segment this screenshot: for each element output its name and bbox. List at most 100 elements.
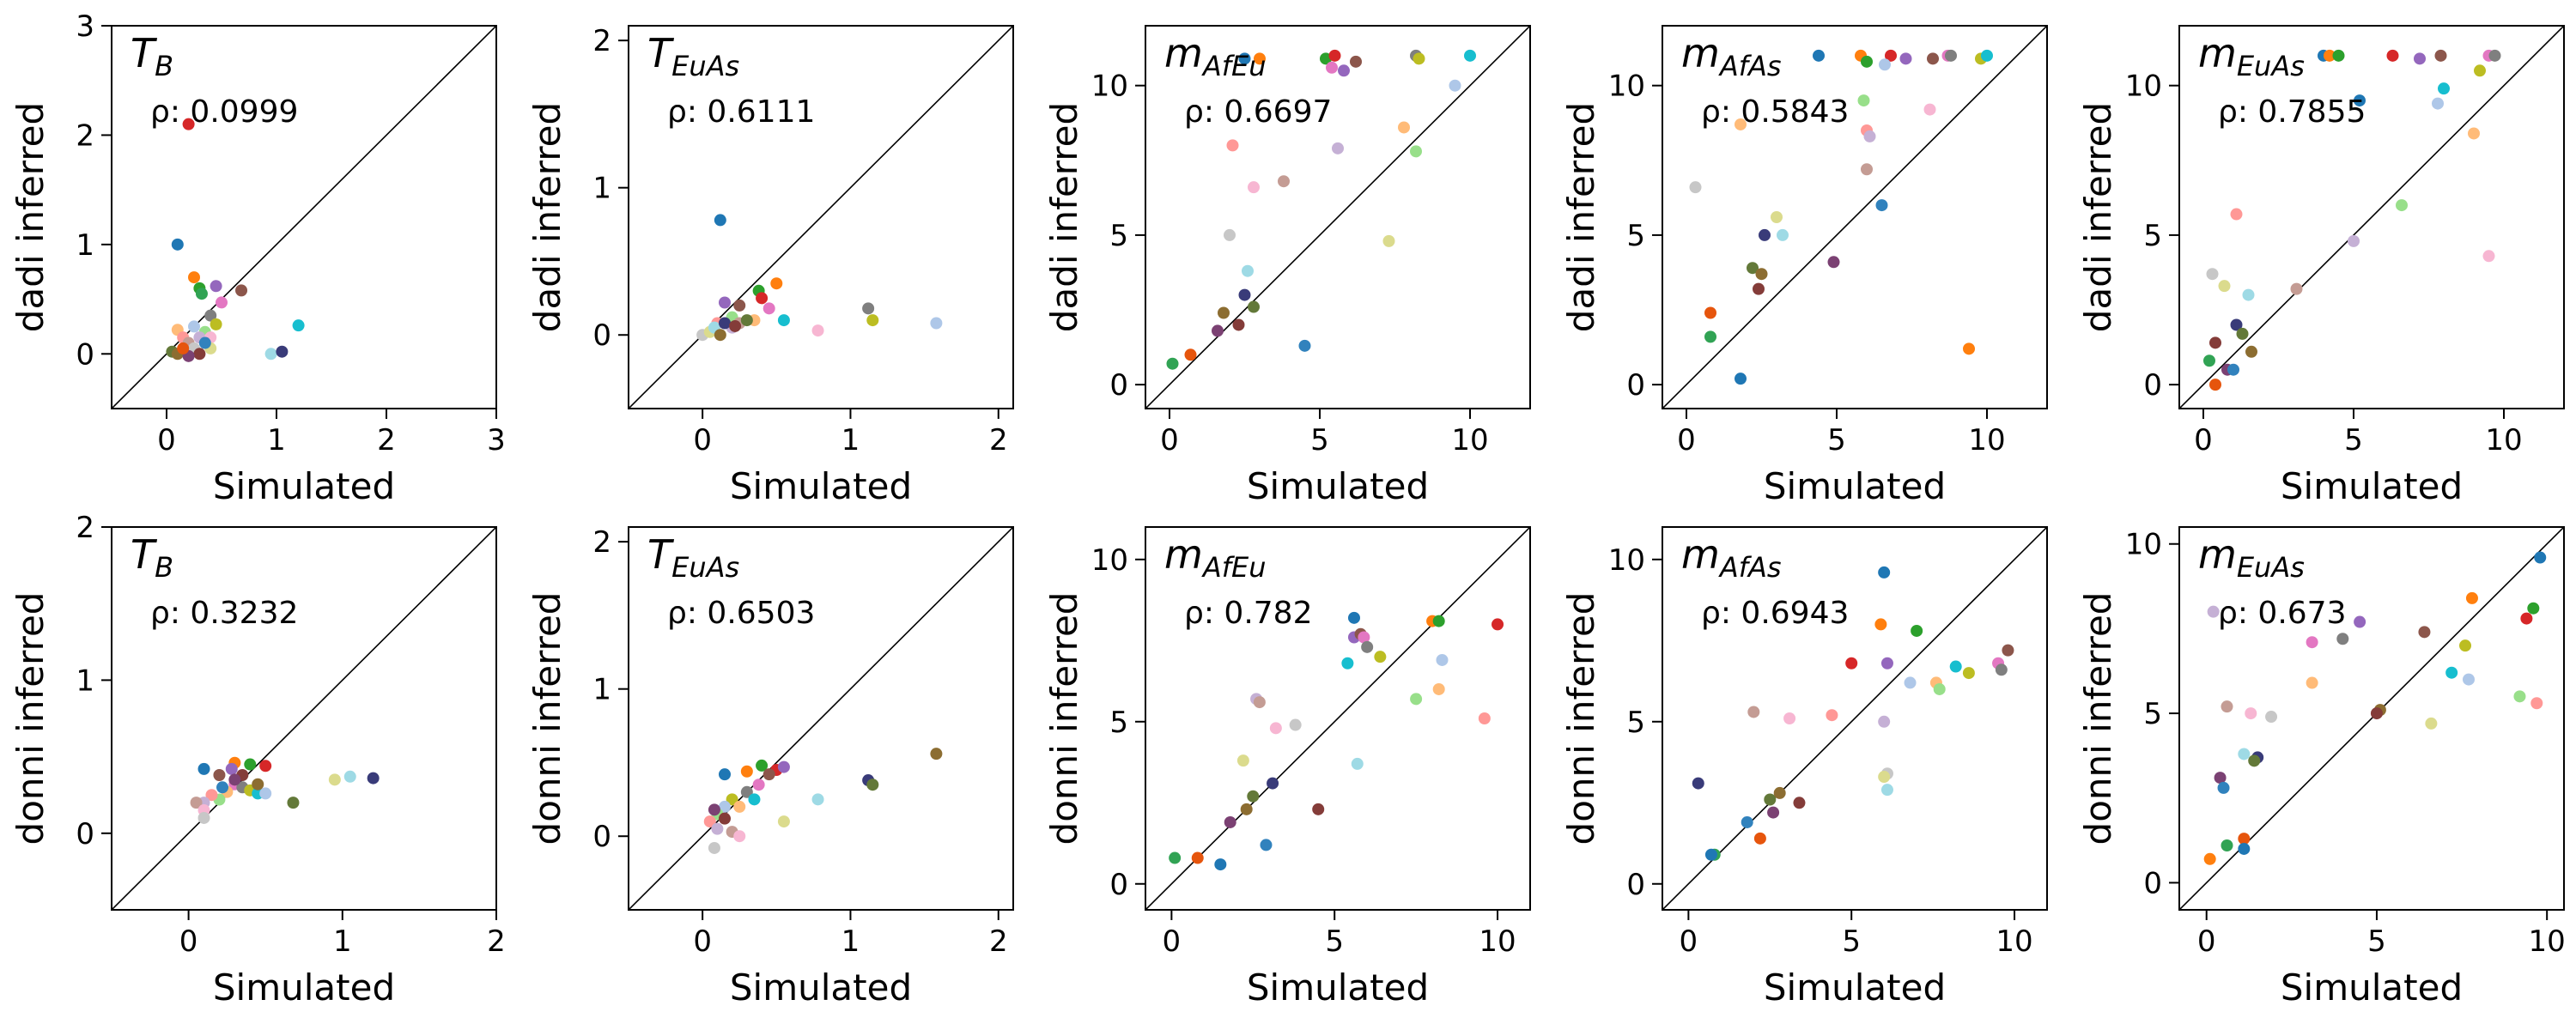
x-axis-label: Simulated xyxy=(1247,465,1429,507)
data-point xyxy=(1413,52,1425,65)
data-point xyxy=(2221,839,2233,852)
x-tick-label: 10 xyxy=(1479,924,1516,959)
y-tick-label: 0 xyxy=(1109,868,1128,902)
y-tick-label: 0 xyxy=(2143,866,2162,900)
data-point xyxy=(1741,815,1753,828)
rho-annotation: ρ: 0.673 xyxy=(2218,596,2346,631)
scatter-panel: 0 5 10 0 5 10 Simulated donni inferred mAfEu ρ: 0… xyxy=(1043,526,1531,1009)
data-point xyxy=(2432,97,2444,110)
data-point xyxy=(1432,682,1445,695)
data-point xyxy=(1232,318,1245,331)
y-axis-label: dadi inferred xyxy=(9,102,52,332)
data-point xyxy=(1478,712,1491,724)
data-point xyxy=(1927,52,1939,65)
data-point xyxy=(2002,644,2014,657)
data-point xyxy=(777,314,790,327)
data-point xyxy=(2306,636,2318,649)
data-point xyxy=(2332,49,2345,62)
data-point xyxy=(2230,318,2243,331)
identity-line xyxy=(1662,26,2047,409)
panel-title: TB xyxy=(131,30,173,82)
data-point xyxy=(1312,803,1325,815)
x-tick-label: 1 xyxy=(267,423,286,457)
data-point xyxy=(197,811,210,824)
x-axis-label: Simulated xyxy=(2281,465,2463,507)
data-point xyxy=(1878,715,1891,728)
data-point xyxy=(1880,784,1893,797)
data-point xyxy=(719,296,731,309)
scatter-panel: 0 1 2 0 1 2 Simulated donni inferred TEuAs ρ: 0.6… xyxy=(526,525,1014,1009)
data-point xyxy=(171,238,184,251)
x-tick-label: 5 xyxy=(1827,423,1846,457)
scatter-panel: 0 5 10 0 5 10 Simulated dadi inferred mAfEu ρ: 0.… xyxy=(1043,25,1531,507)
rho-annotation: ρ: 0.5843 xyxy=(1701,94,1849,130)
data-point xyxy=(1704,306,1716,319)
data-point xyxy=(1753,282,1765,295)
data-point xyxy=(1880,657,1893,670)
data-point xyxy=(259,787,272,800)
scatter-panel: 0 5 10 0 5 10 Simulated dadi inferred mEuAs ρ: 0.… xyxy=(2077,25,2565,507)
identity-line xyxy=(629,26,1013,409)
y-tick-label: 5 xyxy=(1109,219,1128,253)
data-point xyxy=(1492,618,1504,631)
data-point xyxy=(2488,49,2501,62)
x-tick-label: 0 xyxy=(2197,924,2216,959)
data-point xyxy=(748,793,761,806)
x-tick-label: 5 xyxy=(2367,924,2386,959)
data-point xyxy=(1704,848,1717,861)
data-point xyxy=(1963,342,1975,355)
x-tick-label: 0 xyxy=(157,423,176,457)
data-point xyxy=(1242,264,1254,277)
data-point xyxy=(762,302,775,315)
panel-title: mAfEu xyxy=(1164,30,1266,82)
x-tick-label: 5 xyxy=(1325,924,1344,959)
y-tick-label: 0 xyxy=(2143,368,2162,403)
x-tick-label: 3 xyxy=(487,423,506,457)
data-point xyxy=(1863,130,1876,142)
panel-title: mEuAs xyxy=(2198,30,2305,82)
data-point xyxy=(205,789,218,802)
data-point xyxy=(2209,379,2221,391)
y-tick-label: 1 xyxy=(76,228,94,263)
data-point xyxy=(714,214,726,227)
data-point xyxy=(770,277,783,290)
data-point xyxy=(2425,717,2438,730)
data-point xyxy=(729,319,742,332)
data-point xyxy=(1341,657,1354,670)
x-tick-label: 2 xyxy=(377,423,396,457)
data-point xyxy=(1350,55,1362,68)
x-axis-label: Simulated xyxy=(1764,465,1946,507)
rho-annotation: ρ: 0.782 xyxy=(1184,596,1312,631)
y-tick-label: 0 xyxy=(592,820,611,854)
y-axis-label: donni inferred xyxy=(526,592,568,845)
data-point xyxy=(1218,306,1230,319)
data-point xyxy=(1755,268,1768,281)
data-point xyxy=(244,758,257,771)
data-point xyxy=(1236,754,1249,767)
data-point xyxy=(2527,602,2540,615)
data-point xyxy=(2336,633,2349,645)
data-point xyxy=(1253,696,1266,709)
data-point xyxy=(2236,327,2249,340)
rho-annotation: ρ: 0.6503 xyxy=(667,596,815,631)
data-point xyxy=(2482,250,2495,263)
data-point xyxy=(1298,339,1311,352)
data-point xyxy=(1326,61,1338,74)
data-point xyxy=(1410,145,1422,158)
y-tick-label: 10 xyxy=(1091,70,1128,104)
scatter-panel: 0 1 2 0 1 2 Simulated donni inferred TB ρ: 0.3232 xyxy=(9,511,506,1009)
data-point xyxy=(719,812,731,825)
data-point xyxy=(264,348,277,360)
y-tick-label: 0 xyxy=(1626,368,1645,403)
data-point xyxy=(1904,676,1917,689)
data-point xyxy=(2238,842,2251,855)
data-point xyxy=(2462,673,2475,686)
data-point xyxy=(2468,127,2480,140)
data-point xyxy=(1449,79,1461,92)
data-point xyxy=(930,317,943,330)
identity-line xyxy=(1145,527,1530,910)
plot-frame xyxy=(1145,25,1531,409)
panel-title: TEuAs xyxy=(647,531,739,584)
data-point xyxy=(719,800,731,813)
data-point xyxy=(1184,348,1197,361)
